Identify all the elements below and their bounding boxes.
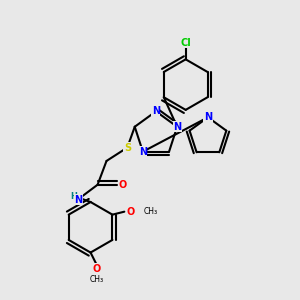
Text: N: N bbox=[152, 106, 160, 116]
Text: N: N bbox=[74, 195, 82, 205]
Text: Cl: Cl bbox=[180, 38, 191, 48]
Text: O: O bbox=[126, 207, 134, 217]
Text: H: H bbox=[70, 192, 77, 201]
Text: N: N bbox=[204, 112, 212, 122]
Text: CH₃: CH₃ bbox=[89, 275, 103, 284]
Text: CH₃: CH₃ bbox=[144, 207, 158, 216]
Text: N: N bbox=[173, 122, 181, 132]
Text: N: N bbox=[139, 147, 147, 157]
Text: O: O bbox=[92, 264, 101, 274]
Text: S: S bbox=[124, 142, 131, 153]
Text: O: O bbox=[118, 180, 126, 190]
